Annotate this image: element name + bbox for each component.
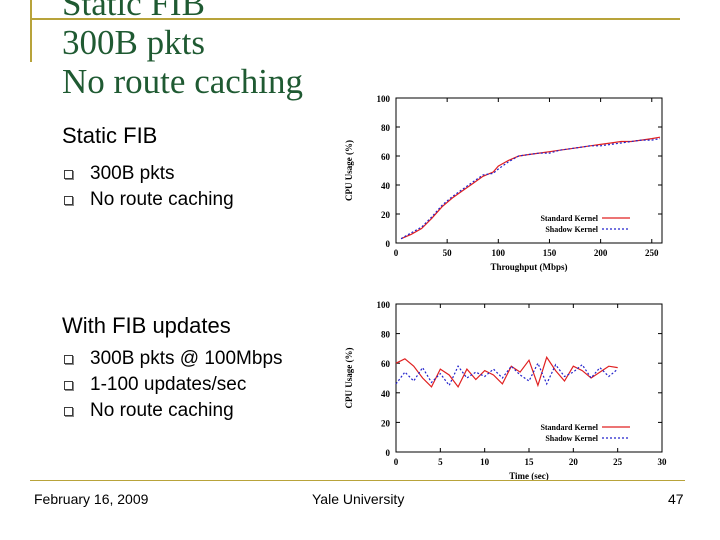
bullet-list-static-fib: 300B pkts No route caching: [62, 161, 234, 213]
bullet-text: 1-100 updates/sec: [90, 374, 247, 395]
slide-title-line-1: Static FIB: [62, 0, 205, 23]
x-tick-label: 200: [594, 248, 608, 258]
x-axis-label: Time (sec): [509, 471, 549, 481]
chart-time-cpu: 0 20 40 60 80 100 0 5 10 15 20 25 30 Time (sec) CPU Us…: [344, 300, 668, 481]
x-tick-label: 5: [438, 457, 443, 467]
x-tick-label: 10: [480, 457, 490, 467]
y-tick-label: 40: [381, 389, 391, 399]
y-tick-label: 20: [381, 210, 391, 220]
legend-label: Shadow Kernel: [545, 225, 598, 234]
y-axis-label: CPU Usage (%): [344, 140, 354, 201]
bullet-item: No route caching: [62, 398, 283, 424]
bullet-item: No route caching: [62, 187, 234, 213]
bullet-item: 300B pkts @ 100Mbps: [62, 346, 283, 372]
x-axis-label: Throughput (Mbps): [490, 262, 567, 272]
slide-title-line-3: No route caching: [62, 62, 304, 101]
y-tick-label: 80: [381, 330, 391, 340]
square-bullet-icon: [64, 381, 73, 390]
chart-throughput-cpu: 0 20 40 60 80 100 0 50 100 150 200 250 Throughput (M…: [344, 94, 663, 272]
x-tick-label: 150: [543, 248, 557, 258]
slide-title-line-2: 300B pkts: [62, 23, 205, 62]
slide-title: Static FIB 300B pkts No route caching: [62, 0, 303, 101]
bullet-text: 300B pkts: [90, 163, 175, 184]
legend-label: Standard Kernel: [540, 214, 598, 223]
footer-organization: Yale University: [312, 491, 405, 507]
y-tick-label: 0: [386, 239, 391, 249]
section-heading-fib-updates: With FIB updates: [62, 313, 231, 338]
footer-date: February 16, 2009: [34, 491, 149, 507]
square-bullet-icon: [64, 407, 73, 416]
bullet-list-fib-updates: 300B pkts @ 100Mbps 1-100 updates/sec No…: [62, 346, 283, 424]
y-tick-label: 100: [377, 94, 391, 104]
decorative-horizontal-rule: [30, 18, 680, 20]
x-tick-label: 30: [658, 457, 668, 467]
x-tick-label: 0: [394, 248, 399, 258]
y-tick-label: 0: [386, 448, 391, 458]
square-bullet-icon: [64, 170, 73, 179]
legend-label: Standard Kernel: [540, 423, 598, 432]
bullet-text: No route caching: [90, 400, 234, 421]
y-tick-label: 40: [381, 181, 391, 191]
square-bullet-icon: [64, 196, 73, 205]
bullet-text: 300B pkts @ 100Mbps: [90, 348, 283, 369]
legend-label: Shadow Kernel: [545, 434, 598, 443]
x-tick-label: 250: [645, 248, 659, 258]
x-tick-label: 25: [613, 457, 623, 467]
y-tick-label: 60: [381, 359, 391, 369]
series-line: [395, 361, 619, 387]
footer-rule: [30, 480, 685, 481]
y-tick-label: 80: [381, 123, 391, 133]
x-tick-label: 50: [443, 248, 453, 258]
series-line: [400, 138, 661, 240]
footer-page-number: 47: [668, 491, 684, 507]
x-tick-label: 20: [569, 457, 579, 467]
bullet-text: No route caching: [90, 189, 234, 210]
x-tick-label: 100: [492, 248, 506, 258]
y-tick-label: 60: [381, 152, 391, 162]
x-tick-label: 0: [394, 457, 399, 467]
x-tick-label: 15: [525, 457, 535, 467]
y-tick-label: 20: [381, 418, 391, 428]
square-bullet-icon: [64, 355, 73, 364]
y-tick-label: 100: [377, 300, 391, 310]
decorative-vertical-rule: [30, 0, 32, 62]
plot-frame: [395, 97, 663, 244]
section-heading-static-fib: Static FIB: [62, 123, 158, 148]
bullet-item: 1-100 updates/sec: [62, 372, 283, 398]
y-axis-label: CPU Usage (%): [344, 348, 354, 409]
series-line: [395, 355, 618, 389]
bullet-item: 300B pkts: [62, 161, 234, 187]
